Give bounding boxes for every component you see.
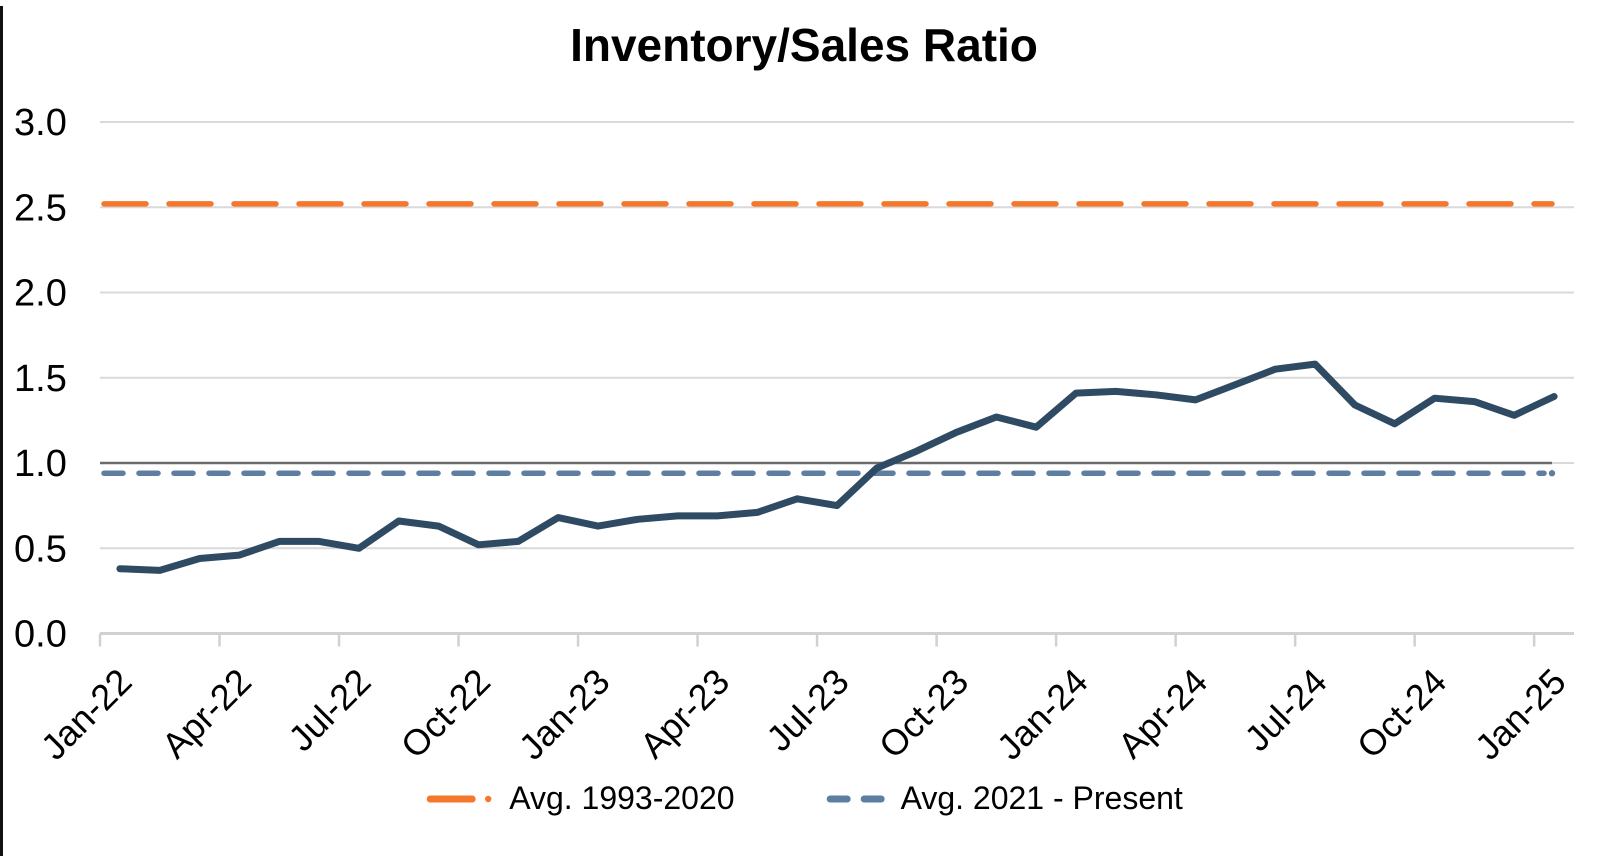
- y-tick-label: 0.0: [14, 614, 67, 656]
- x-tick-label: Oct-24: [1349, 661, 1454, 766]
- legend-label-avg-2021-present: Avg. 2021 - Present: [900, 780, 1183, 816]
- x-tick-label: Jan-22: [33, 661, 140, 768]
- x-tick-label: Apr-24: [1110, 661, 1215, 766]
- x-tick-label: Oct-23: [871, 661, 976, 766]
- legend: Avg. 1993-2020 Avg. 2021 - Present: [425, 780, 1183, 817]
- orange-dash-dot-icon: [426, 795, 492, 802]
- x-tick-label: Jul-23: [758, 661, 856, 759]
- legend-item-avg-1993-2020: Avg. 1993-2020: [425, 780, 735, 817]
- x-axis-labels: Jan-22 Apr-22 Jul-22 Oct-22 Jan-23 Apr-23 Jul-…: [33, 661, 1574, 768]
- x-tick-label: Jan-25: [1467, 661, 1574, 768]
- legend-item-avg-2021-present: Avg. 2021 - Present: [827, 780, 1183, 817]
- x-tick-label: Oct-22: [393, 661, 498, 766]
- x-tick-label: Apr-23: [632, 661, 737, 766]
- x-tick-label: Jul-24: [1236, 661, 1334, 759]
- reference-lines: [100, 201, 1556, 477]
- x-tick-label: Jan-23: [511, 661, 618, 768]
- x-tick-label: Apr-22: [154, 661, 259, 766]
- legend-label-avg-1993-2020: Avg. 1993-2020: [509, 780, 735, 816]
- y-tick-label: 1.0: [14, 443, 67, 485]
- inventory-sales-line: [116, 360, 1558, 574]
- y-tick-label: 1.5: [14, 358, 67, 400]
- y-axis-labels: 0.0 0.5 1.0 1.5 2.0 2.5 3.0: [14, 102, 67, 656]
- left-frame-border: [0, 6, 3, 856]
- y-tick-label: 2.5: [14, 187, 67, 229]
- avg-2021-present-line-end-dot: [1548, 470, 1556, 477]
- x-tick-label: Jul-22: [280, 661, 378, 759]
- y-tick-label: 2.0: [14, 273, 67, 315]
- gridlines: [100, 121, 1574, 550]
- y-tick-label: 0.5: [14, 528, 67, 570]
- x-axis: [98, 632, 1574, 647]
- x-tick-label: Jan-24: [989, 661, 1096, 768]
- chart-title: Inventory/Sales Ratio: [570, 19, 1038, 71]
- y-tick-label: 3.0: [14, 102, 67, 144]
- blue-dashes-icon: [827, 795, 889, 802]
